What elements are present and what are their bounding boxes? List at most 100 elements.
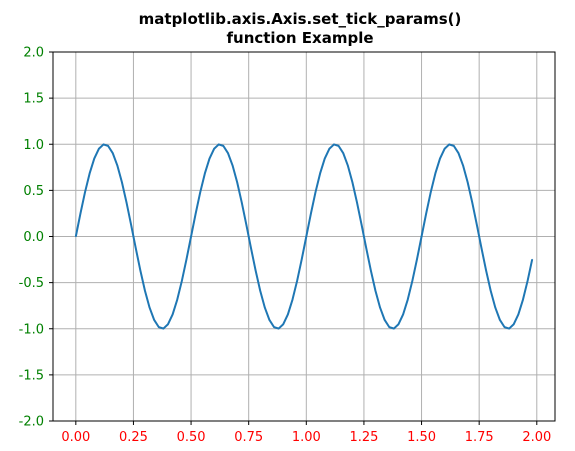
data-point [333, 143, 335, 146]
data-point [490, 290, 492, 292]
data-point [213, 148, 215, 150]
data-point [75, 235, 77, 238]
data-point [190, 235, 192, 238]
data-point [384, 319, 386, 321]
chart-title-line-1: matplotlib.axis.Axis.set_tick_params() [139, 10, 462, 28]
data-point [388, 326, 390, 328]
data-point [268, 319, 271, 321]
data-point [199, 191, 201, 193]
data-point [125, 201, 128, 204]
data-point [102, 143, 105, 146]
data-point [457, 152, 460, 154]
data-point [494, 306, 496, 309]
data-point [153, 319, 155, 321]
data-point [282, 323, 284, 325]
data-point [84, 191, 86, 193]
data-point [439, 158, 441, 160]
data-point [139, 269, 141, 272]
x-tick-label: 1.25 [349, 430, 378, 445]
data-point [130, 224, 132, 226]
chart-title-line-2: function Example [226, 29, 373, 47]
data-point [273, 326, 275, 328]
data-point [503, 326, 506, 328]
data-point [236, 181, 238, 183]
data-point [204, 172, 206, 174]
data-point [218, 143, 220, 146]
data-point [444, 148, 446, 150]
data-point [416, 258, 418, 261]
data-point [227, 152, 229, 154]
data-point [397, 323, 400, 325]
data-point [296, 280, 298, 282]
data-point [172, 313, 174, 315]
data-point [195, 212, 197, 215]
data-point [259, 290, 261, 292]
data-point [314, 191, 317, 193]
data-point [162, 327, 164, 330]
data-point [185, 258, 188, 261]
data-point [135, 247, 137, 249]
data-point [158, 326, 160, 328]
data-point [420, 235, 423, 238]
y-tick-label: -2.0 [19, 415, 44, 430]
data-point [347, 164, 349, 167]
data-point [116, 164, 118, 167]
x-tick-label: 0.25 [119, 430, 148, 445]
data-point [255, 269, 257, 272]
data-point [278, 327, 280, 330]
y-tick-label: 2.0 [23, 46, 44, 61]
series-line [74, 143, 534, 330]
x-tick-label: 0.00 [61, 430, 90, 445]
data-point [98, 148, 100, 150]
data-point [121, 181, 123, 183]
data-point [324, 158, 326, 160]
x-tick-label: 1.75 [465, 430, 494, 445]
data-point [167, 323, 169, 325]
data-point [508, 327, 510, 330]
data-point [319, 172, 321, 174]
data-point [526, 280, 529, 282]
y-tick-label: -0.5 [19, 276, 44, 291]
data-point [361, 224, 363, 226]
data-point [379, 306, 381, 309]
x-tick-label: 1.00 [292, 430, 321, 445]
data-point [480, 247, 483, 249]
data-point [411, 280, 413, 282]
x-tick-label: 2.00 [522, 430, 551, 445]
data-point [374, 290, 377, 292]
data-point [337, 145, 340, 147]
data-point [393, 327, 395, 330]
data-point [79, 212, 82, 215]
data-point [245, 224, 247, 226]
data-point [291, 299, 294, 301]
data-point [351, 181, 353, 183]
data-point [231, 164, 234, 167]
x-tick-label: 1.50 [407, 430, 436, 445]
data-point [430, 191, 432, 193]
y-tick-labels: -2.0 -1.5 -1.0 -0.5 0.0 0.5 1.0 1.5 2.0 [19, 46, 44, 430]
data-point [531, 258, 533, 261]
data-point [222, 145, 224, 147]
data-point [181, 280, 183, 282]
data-point [448, 143, 450, 146]
data-point [112, 152, 114, 154]
data-point [144, 290, 146, 292]
y-tick-label: -1.5 [19, 368, 44, 383]
data-point [517, 313, 519, 315]
data-point [356, 201, 358, 204]
data-point [485, 269, 487, 272]
y-tick-label: 1.5 [23, 92, 44, 107]
x-tick-labels: 0.00 0.25 0.50 0.75 1.00 1.25 1.50 1.75 2.00 [61, 430, 551, 445]
data-point [522, 299, 524, 301]
y-tick-label: 1.0 [23, 138, 44, 153]
data-point [407, 299, 409, 301]
data-point [107, 145, 109, 147]
tick-marks [49, 51, 538, 425]
y-tick-label: 0.0 [23, 230, 44, 245]
data-point [425, 212, 427, 215]
data-point [301, 258, 303, 261]
data-point [462, 164, 464, 167]
data-point [453, 145, 455, 147]
data-point [89, 172, 91, 174]
